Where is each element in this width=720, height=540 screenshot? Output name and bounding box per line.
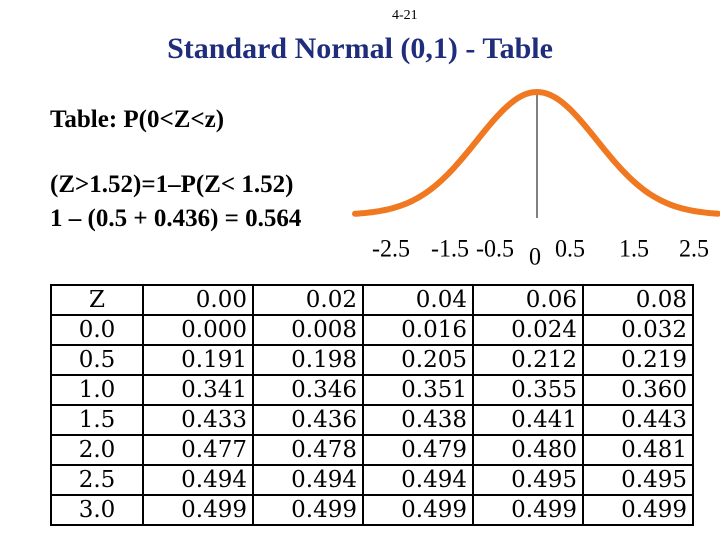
probability-cell: 0.433 [142, 404, 254, 436]
axis-tick-label: 0.5 [555, 235, 585, 263]
probability-cell: 0.212 [472, 344, 584, 376]
z-value-cell: 1.5 [50, 404, 144, 436]
table-row: 2.5 0.494 0.494 0.494 0.495 0.495 [50, 464, 694, 496]
probability-cell: 0.494 [142, 464, 254, 496]
probability-cell: 0.346 [252, 374, 364, 406]
normal-curve-figure [352, 89, 720, 218]
z-value-cell: 3.0 [50, 494, 144, 526]
z-value-cell: 2.5 [50, 464, 144, 496]
probability-cell: 0.360 [582, 374, 694, 406]
probability-cell: 0.481 [582, 434, 694, 466]
probability-cell: 0.205 [362, 344, 474, 376]
probability-cell: 0.219 [582, 344, 694, 376]
z-value-cell: 0.5 [50, 344, 144, 376]
probability-cell: 0.008 [252, 314, 364, 346]
probability-cell: 0.016 [362, 314, 474, 346]
axis-tick-label: 2.5 [679, 235, 709, 263]
column-header: 0.02 [252, 284, 364, 316]
table-row: 1.5 0.433 0.436 0.438 0.441 0.443 [50, 404, 694, 436]
probability-cell: 0.499 [252, 494, 364, 526]
probability-cell: 0.495 [582, 464, 694, 496]
z-value-cell: 0.0 [50, 314, 144, 346]
column-header: 0.08 [582, 284, 694, 316]
probability-cell: 0.341 [142, 374, 254, 406]
z-table: Z 0.00 0.02 0.04 0.06 0.08 0.0 0.000 0.008… [50, 284, 694, 526]
probability-cell: 0.495 [472, 464, 584, 496]
z-value-cell: 2.0 [50, 434, 144, 466]
table-header-row: Z 0.00 0.02 0.04 0.06 0.08 [50, 284, 694, 316]
probability-cell: 0.479 [362, 434, 474, 466]
normal-curve-line [352, 89, 720, 217]
slide-number: 4-21 [392, 8, 418, 23]
probability-cell: 0.443 [582, 404, 694, 436]
axis-tick-label: -1.5 [431, 235, 469, 263]
probability-cell: 0.000 [142, 314, 254, 346]
probability-cell: 0.499 [582, 494, 694, 526]
probability-cell: 0.436 [252, 404, 364, 436]
probability-cell: 0.499 [362, 494, 474, 526]
column-header: 0.00 [142, 284, 254, 316]
axis-tick-label: -2.5 [372, 235, 410, 263]
probability-cell: 0.499 [472, 494, 584, 526]
axis-tick-label: 1.5 [619, 235, 649, 263]
probability-cell: 0.198 [252, 344, 364, 376]
probability-cell: 0.438 [362, 404, 474, 436]
probability-cell: 0.494 [362, 464, 474, 496]
page-title: Standard Normal (0,1) - Table [167, 32, 553, 65]
complement-formula-text: (Z>1.52)=1–P(Z< 1.52) [50, 171, 294, 198]
table-row: 1.0 0.341 0.346 0.351 0.355 0.360 [50, 374, 694, 406]
probability-cell: 0.478 [252, 434, 364, 466]
table-row: 0.5 0.191 0.198 0.205 0.212 0.219 [50, 344, 694, 376]
computation-text: 1 – (0.5 + 0.436) = 0.564 [50, 205, 302, 232]
table-row: 2.0 0.477 0.478 0.479 0.480 0.481 [50, 434, 694, 466]
table-definition-text: Table: P(0<Z<z) [50, 106, 225, 133]
probability-cell: 0.480 [472, 434, 584, 466]
probability-cell: 0.477 [142, 434, 254, 466]
column-header: 0.04 [362, 284, 474, 316]
axis-tick-label: 0 [529, 243, 541, 271]
probability-cell: 0.191 [142, 344, 254, 376]
probability-cell: 0.351 [362, 374, 474, 406]
probability-cell: 0.355 [472, 374, 584, 406]
probability-cell: 0.024 [472, 314, 584, 346]
table-row: 3.0 0.499 0.499 0.499 0.499 0.499 [50, 494, 694, 526]
probability-cell: 0.494 [252, 464, 364, 496]
column-header: Z [50, 284, 144, 316]
probability-cell: 0.032 [582, 314, 694, 346]
column-header: 0.06 [472, 284, 584, 316]
axis-tick-label: -0.5 [476, 235, 514, 263]
probability-cell: 0.499 [142, 494, 254, 526]
z-value-cell: 1.0 [50, 374, 144, 406]
probability-cell: 0.441 [472, 404, 584, 436]
table-row: 0.0 0.000 0.008 0.016 0.024 0.032 [50, 314, 694, 346]
